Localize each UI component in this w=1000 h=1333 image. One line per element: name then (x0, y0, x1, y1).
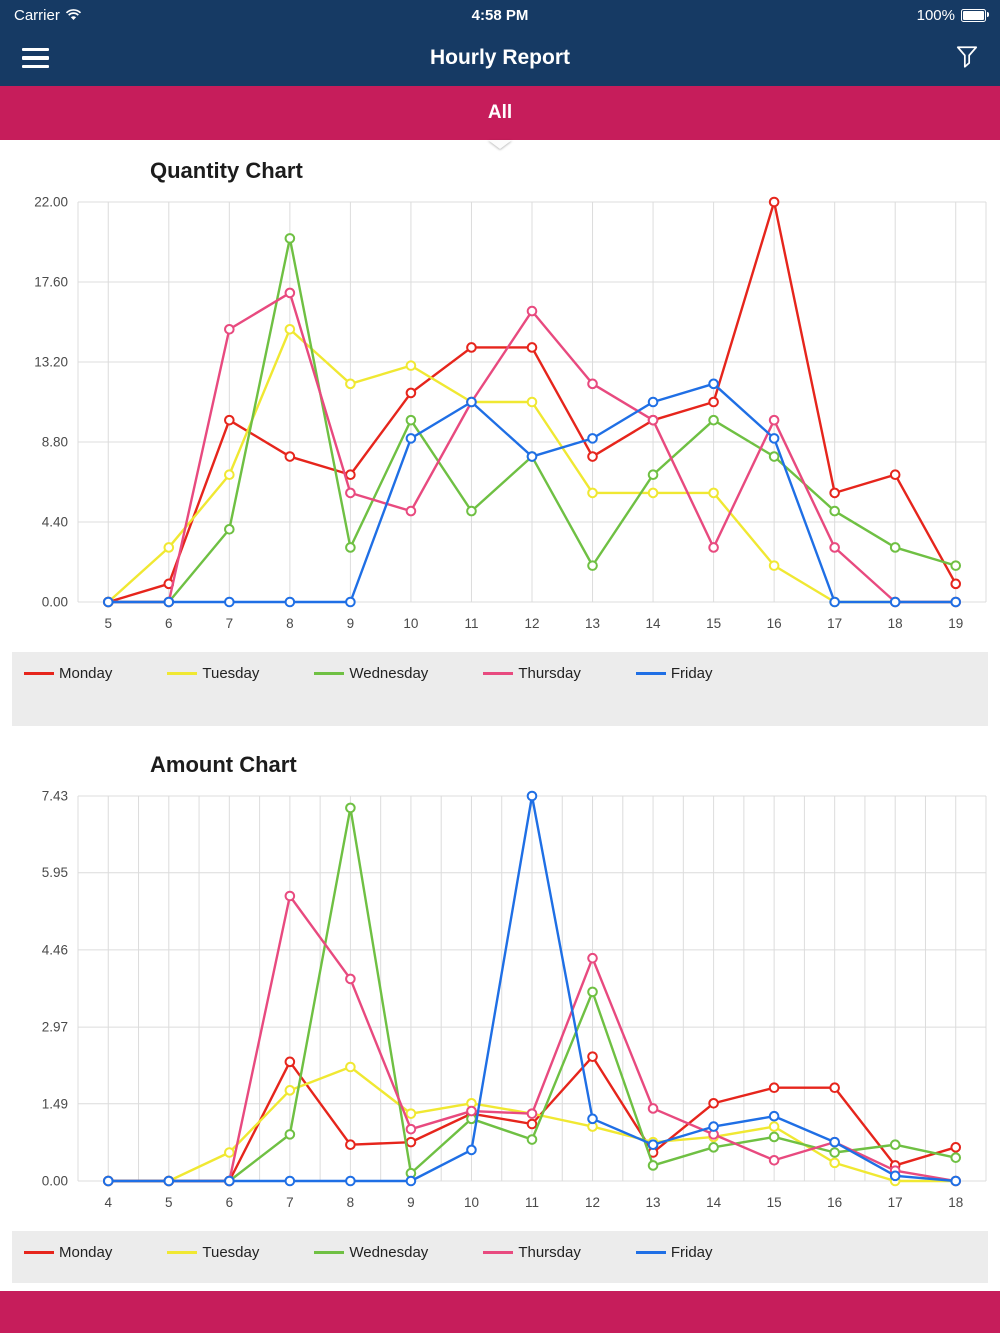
legend-label: Wednesday (349, 1244, 429, 1261)
filter-icon (956, 45, 978, 68)
legend-swatch-wednesday (314, 1251, 345, 1254)
quantity-chart-title: Quantity Chart (150, 158, 303, 183)
legend-item-friday: Friday (635, 665, 713, 682)
nav-bar: Hourly Report (0, 30, 1000, 86)
svg-text:14: 14 (706, 1195, 722, 1210)
svg-text:9: 9 (347, 616, 355, 631)
svg-text:7: 7 (226, 616, 234, 631)
svg-text:10: 10 (464, 1195, 479, 1210)
svg-text:22.00: 22.00 (34, 195, 68, 210)
legend-item-thursday: Thursday (483, 665, 581, 682)
svg-text:10: 10 (403, 616, 418, 631)
hamburger-icon (22, 47, 49, 52)
svg-text:13.20: 13.20 (34, 355, 68, 370)
svg-text:17.60: 17.60 (34, 275, 68, 290)
legend-item-tuesday: Tuesday (167, 1244, 259, 1261)
svg-text:15: 15 (767, 1195, 782, 1210)
legend-item-monday: Monday (24, 1244, 112, 1261)
clock: 4:58 PM (471, 6, 529, 24)
legend-swatch-thursday (483, 1251, 514, 1254)
quantity-chart-legend: Monday Tuesday Wednesday Thursday Friday (12, 652, 988, 726)
svg-text:0.00: 0.00 (42, 595, 68, 610)
filter-tab-bar[interactable]: All (0, 86, 1000, 149)
svg-text:1.49: 1.49 (42, 1096, 68, 1111)
svg-text:18: 18 (948, 1195, 963, 1210)
legend-label: Friday (670, 665, 713, 682)
legend-item-wednesday: Wednesday (314, 665, 428, 682)
legend-swatch-thursday (483, 672, 514, 675)
legend-label: Thursday (518, 665, 581, 682)
page-title: Hourly Report (429, 46, 570, 69)
svg-text:16: 16 (767, 616, 782, 631)
svg-text:7.43: 7.43 (42, 789, 68, 804)
battery-level (963, 10, 984, 20)
svg-text:17: 17 (827, 616, 842, 631)
legend-swatch-wednesday (314, 672, 345, 675)
bottom-bar (0, 1291, 1000, 1333)
svg-text:4: 4 (105, 1195, 113, 1210)
legend-swatch-friday (635, 672, 666, 675)
legend-label: Monday (59, 665, 113, 682)
svg-text:9: 9 (407, 1195, 415, 1210)
svg-text:4.46: 4.46 (42, 942, 68, 957)
svg-text:11: 11 (525, 1195, 539, 1210)
svg-text:13: 13 (585, 616, 600, 631)
legend-item-monday: Monday (24, 665, 112, 682)
svg-text:18: 18 (888, 616, 903, 631)
legend-item-wednesday: Wednesday (314, 1244, 428, 1261)
svg-text:6: 6 (165, 616, 173, 631)
svg-text:8: 8 (347, 1195, 355, 1210)
svg-text:7: 7 (286, 1195, 294, 1210)
svg-text:14: 14 (646, 616, 662, 631)
amount-chart-canvas[interactable]: 0.00 1.49 2.97 4.46 5.95 7.43 4 5 6 7 8 9 10 11 12 13 14… (0, 780, 1000, 1225)
svg-text:0.00: 0.00 (42, 1174, 68, 1189)
legend-swatch-friday (635, 1251, 666, 1254)
legend-label: Wednesday (349, 665, 429, 682)
wifi-icon (65, 9, 81, 20)
legend-label: Monday (59, 1244, 113, 1261)
svg-text:19: 19 (948, 616, 963, 631)
filter-tab-label: All (487, 102, 513, 123)
svg-text:15: 15 (706, 616, 721, 631)
legend-item-thursday: Thursday (483, 1244, 581, 1261)
legend-item-tuesday: Tuesday (167, 665, 259, 682)
svg-text:8.80: 8.80 (42, 435, 68, 450)
svg-text:6: 6 (226, 1195, 234, 1210)
amount-chart-title: Amount Chart (150, 752, 297, 777)
svg-text:5: 5 (165, 1195, 173, 1210)
svg-text:17: 17 (888, 1195, 903, 1210)
tab-notch-icon (488, 140, 512, 149)
quantity-chart-canvas[interactable]: 0.00 4.40 8.80 13.20 17.60 22.00 5 6 7 8 9 10 11 12 13… (0, 186, 1000, 646)
legend-swatch-tuesday (167, 1251, 198, 1254)
svg-text:2.97: 2.97 (42, 1020, 68, 1035)
legend-label: Tuesday (202, 1244, 260, 1261)
quantity-chart-section: Quantity Chart 0.00 4.40 8.80 13.20 17.60 22.… (0, 158, 1000, 726)
amount-chart-section: Amount Chart 0.00 1.49 2.97 4.46 5.95 7.43 4 5 6… (0, 752, 1000, 1283)
svg-text:5.95: 5.95 (42, 865, 68, 880)
carrier-label: Carrier (14, 6, 60, 24)
legend-label: Tuesday (202, 665, 260, 682)
svg-text:8: 8 (286, 616, 294, 631)
battery-percent: 100% (916, 6, 955, 24)
amount-chart-legend: Monday Tuesday Wednesday Thursday Friday (12, 1231, 988, 1283)
svg-text:13: 13 (646, 1195, 661, 1210)
svg-text:11: 11 (464, 616, 478, 631)
legend-label: Thursday (518, 1244, 581, 1261)
svg-text:5: 5 (105, 616, 113, 631)
svg-text:12: 12 (524, 616, 539, 631)
battery-icon (961, 8, 989, 22)
svg-text:4.40: 4.40 (42, 515, 68, 530)
legend-item-friday: Friday (635, 1244, 713, 1261)
svg-text:12: 12 (585, 1195, 600, 1210)
legend-swatch-monday (24, 672, 54, 675)
svg-text:16: 16 (827, 1195, 842, 1210)
filter-button[interactable] (952, 42, 982, 75)
legend-swatch-monday (24, 1251, 54, 1254)
legend-swatch-tuesday (167, 672, 198, 675)
legend-label: Friday (670, 1244, 713, 1261)
status-bar: Carrier 4:58 PM 100% (0, 0, 1000, 30)
menu-button[interactable] (18, 44, 53, 73)
